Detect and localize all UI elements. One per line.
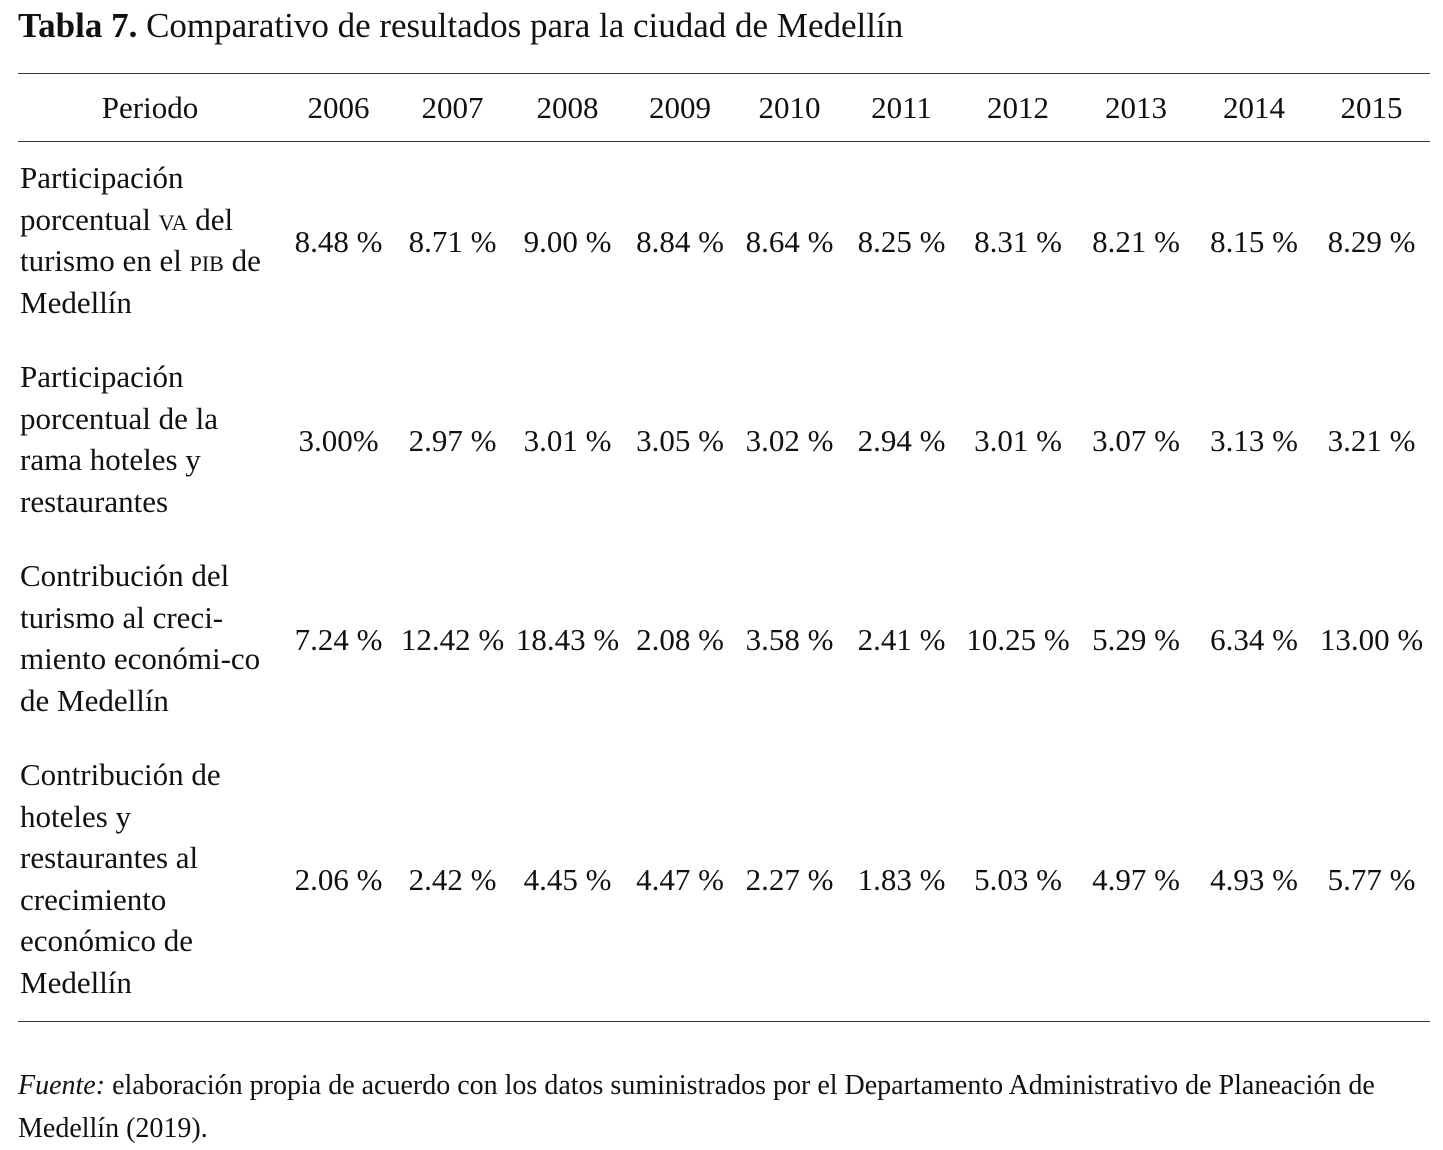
value-cell: 5.03 % [974,862,1062,897]
value-cell: 1.83 % [857,862,946,897]
value-cell: 8.64 % [745,223,834,259]
value-cell: 4.47 % [636,862,724,897]
value-cell: 8.21 % [1092,223,1180,259]
table-row: Participación porcentual VA del turismo … [18,142,1430,342]
value-cell: 3.58 % [745,621,834,657]
source-text: elaboración propia de acuerdo con los da… [18,1070,1375,1144]
header-year: 2011 [871,89,932,125]
header-year: 2014 [1223,89,1285,125]
value-cell: 8.29 % [1327,223,1416,259]
header-year: 2009 [649,89,711,125]
value-cell: 8.71 % [408,223,497,259]
value-cell: 3.01 % [974,422,1062,458]
row-label: Contribución de hoteles y restaurantes a… [20,757,221,1000]
value-cell: 2.27 % [745,862,834,897]
value-cell: 3.07 % [1092,422,1180,458]
header-year: 2008 [536,89,599,125]
table-row: Contribución del turismo al creci-miento… [18,540,1430,739]
value-cell: 3.05 % [636,422,724,458]
table-row: Participación porcentual de la rama hote… [18,341,1430,540]
value-cell: 4.93 % [1210,862,1298,897]
acronym: PIB [189,243,224,278]
source-label: Fuente: [18,1070,106,1101]
value-cell: 13.00 % [1319,621,1424,657]
value-cell: 8.31 % [974,223,1062,259]
header-year: 2015 [1340,89,1403,125]
label-text: del turismo en el [20,201,234,279]
header-year: 2007 [421,89,484,125]
value-cell: 8.25 % [857,223,946,259]
table-number: Tabla 7. [18,6,138,45]
value-cell: 8.15 % [1210,223,1298,259]
value-cell: 2.06 % [294,862,383,897]
value-cell: 6.34 % [1210,621,1298,657]
source-note: Fuente: elaboración propia de acuerdo co… [18,1064,1438,1150]
value-cell: 5.29 % [1092,621,1180,657]
value-cell: 2.08 % [636,621,724,657]
label-text: de Medellín [20,243,261,320]
header-periodo: Periodo [101,89,199,125]
header-row: Periodo 2006 2007 2008 2009 2010 2011 2012 2013… [18,73,1430,142]
value-cell: 9.00 % [523,223,612,259]
value-cell: 10.25 % [966,621,1070,657]
results-table: Periodo 2006 2007 2008 2009 2010 2011 2012 2013… [18,73,1430,1022]
value-cell: 3.00% [298,422,379,458]
table-caption: Comparativo de resultados para la ciudad… [146,6,904,45]
value-cell: 3.13 % [1210,422,1298,458]
value-cell: 18.43 % [515,621,620,657]
value-cell: 3.21 % [1327,422,1416,458]
header-year: 2010 [758,89,821,125]
header-year: 2013 [1105,89,1167,125]
value-cell: 12.42 % [400,621,505,657]
value-cell: 8.48 % [294,223,383,259]
value-cell: 3.02 % [745,422,834,458]
header-year: 2006 [307,89,370,125]
row-label: Participación porcentual de la rama hote… [20,359,218,519]
row-label: Contribución del turismo al creci-miento… [20,558,261,718]
value-cell: 8.84 % [636,223,724,259]
row-label: Participación porcentual VA del turismo … [18,142,282,342]
value-cell: 5.77 % [1327,862,1416,897]
label-text: Participación porcentual [20,160,184,237]
table-row: Contribución de hoteles y restaurantes a… [18,739,1430,1022]
value-cell: 4.97 % [1092,862,1180,897]
value-cell: 2.42 % [408,862,497,897]
value-cell: 2.97 % [408,422,497,458]
header-year: 2012 [987,89,1049,125]
table-title: Tabla 7. Comparativo de resultados para … [18,6,903,46]
value-cell: 7.24 % [294,621,383,657]
acronym: VA [158,201,188,237]
value-cell: 3.01 % [523,422,612,458]
value-cell: 4.45 % [523,862,612,897]
value-cell: 2.41 % [857,621,946,657]
value-cell: 2.94 % [857,422,946,458]
